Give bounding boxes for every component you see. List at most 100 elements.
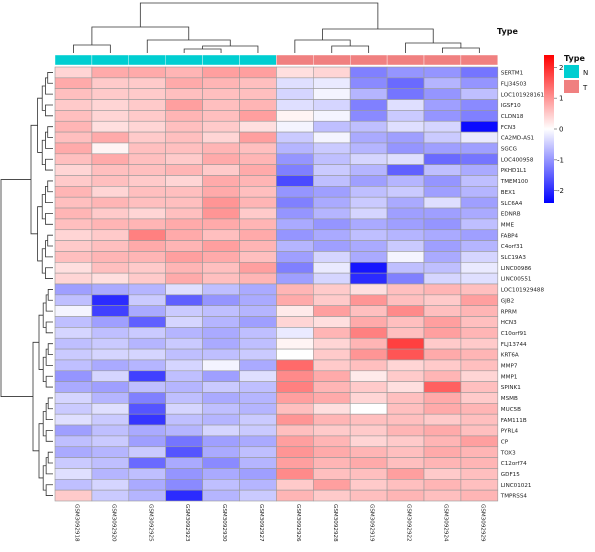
- heatmap-cell: [312, 207, 351, 220]
- heatmap-cell: [312, 489, 351, 502]
- heatmap-cell: [312, 403, 351, 415]
- heatmap-cell: [386, 196, 425, 209]
- heatmap-cell: [54, 370, 93, 382]
- heatmap-cell: [276, 251, 314, 263]
- heatmap-cell: [349, 327, 388, 339]
- heatmap-cell: [423, 424, 462, 437]
- heatmap-cell: [423, 196, 462, 209]
- annotation-cell: [350, 54, 388, 66]
- heatmap-cell: [202, 240, 240, 252]
- heatmap-cell: [165, 261, 203, 274]
- row-label: HCN3: [501, 320, 517, 326]
- heatmap-cell: [349, 435, 388, 448]
- heatmap-cell: [128, 175, 167, 187]
- heatmap-cell: [239, 435, 277, 448]
- dendrogram-branch: [442, 47, 480, 53]
- heatmap-cell: [239, 261, 277, 274]
- heatmap-cell: [202, 489, 240, 502]
- heatmap-cell: [128, 66, 167, 79]
- heatmap-cell: [54, 446, 93, 458]
- heatmap-cell: [202, 66, 240, 79]
- heatmap-cell: [312, 327, 351, 339]
- heatmap-cell: [128, 435, 167, 448]
- dendrogram-branch: [47, 289, 53, 301]
- scale-tick-label: 0: [559, 126, 563, 134]
- heatmap-cell: [128, 186, 167, 198]
- heatmap-cell: [165, 272, 203, 285]
- heatmap-cell: [91, 153, 130, 165]
- heatmap-cell: [54, 316, 93, 328]
- heatmap-cell: [460, 207, 499, 220]
- annotation-cell: [202, 54, 240, 66]
- heatmap-cell: [165, 348, 203, 361]
- row-label: RPRM: [501, 309, 517, 315]
- heatmap-cell: [202, 305, 240, 317]
- row-label: LOC101929488: [501, 288, 545, 294]
- heatmap-cell: [349, 337, 388, 350]
- dendrogram-branch: [45, 240, 53, 258]
- column-label: GSM3092930: [221, 504, 227, 542]
- heatmap-cell: [165, 186, 203, 198]
- heatmap-cell: [423, 468, 462, 480]
- heatmap-cell: [91, 164, 130, 176]
- dendrogram-branch: [45, 321, 53, 334]
- heatmap-cell: [128, 327, 167, 339]
- heatmap-cell: [91, 348, 130, 361]
- heatmap-cell: [460, 175, 499, 187]
- heatmap-cell: [349, 446, 388, 458]
- heatmap-cell: [239, 348, 277, 361]
- heatmap-cell: [128, 489, 167, 502]
- heatmap-cell: [239, 77, 277, 89]
- heatmap-cell: [91, 272, 130, 285]
- heatmap-cell: [460, 403, 499, 415]
- dendrogram-branch: [45, 104, 53, 117]
- row-label: BEX1: [501, 190, 516, 196]
- heatmap-cell: [460, 251, 499, 263]
- heatmap-cell: [128, 142, 167, 155]
- dendrogram-branch: [42, 356, 47, 383]
- heatmap-cell: [460, 413, 499, 426]
- heatmap-cell: [165, 413, 203, 426]
- row-label: FAM111B: [501, 418, 527, 424]
- annotation-cell: [313, 54, 351, 66]
- heatmap-cell: [54, 424, 93, 437]
- heatmap-cell: [202, 359, 240, 372]
- row-label: TMEM100: [500, 179, 529, 185]
- heatmap-cell: [386, 186, 425, 198]
- heatmap-cell: [128, 413, 167, 426]
- heatmap-cell: [91, 175, 130, 187]
- heatmap-cell: [165, 196, 203, 209]
- heatmap-cell: [460, 218, 499, 231]
- heatmap-cell: [460, 316, 499, 328]
- heatmap-cell: [202, 99, 240, 111]
- heatmap-cell: [165, 435, 203, 448]
- heatmap-cell: [165, 478, 203, 491]
- column-label: GSM3092919: [369, 504, 375, 542]
- heatmap-cell: [312, 110, 351, 122]
- dendrogram-branch: [45, 158, 53, 171]
- heatmap-cell: [91, 403, 130, 415]
- heatmap-cell: [423, 381, 462, 393]
- heatmap-cell: [312, 478, 351, 491]
- heatmap-cell: [239, 413, 277, 426]
- heatmap-cell: [349, 294, 388, 307]
- heatmap-cell: [128, 218, 167, 231]
- heatmap-cell: [423, 251, 462, 263]
- dendrogram-branch: [38, 314, 44, 370]
- heatmap-cell: [312, 446, 351, 458]
- heatmap-cell: [460, 348, 499, 361]
- heatmap-cell: [349, 120, 388, 133]
- heatmap-cell: [349, 142, 388, 155]
- heatmap-cell: [312, 229, 351, 241]
- heatmap-cell: [423, 120, 462, 133]
- heatmap-cell: [312, 272, 351, 285]
- heatmap-cell: [128, 196, 167, 209]
- heatmap-cell: [165, 294, 203, 307]
- heatmap-cell: [128, 392, 167, 404]
- heatmap-cell: [202, 207, 240, 220]
- heatmap-cell: [128, 468, 167, 480]
- heatmap-cell: [349, 175, 388, 187]
- heatmap-cell: [386, 435, 425, 448]
- heatmap-cell: [276, 478, 314, 491]
- heatmap-cell: [239, 66, 277, 79]
